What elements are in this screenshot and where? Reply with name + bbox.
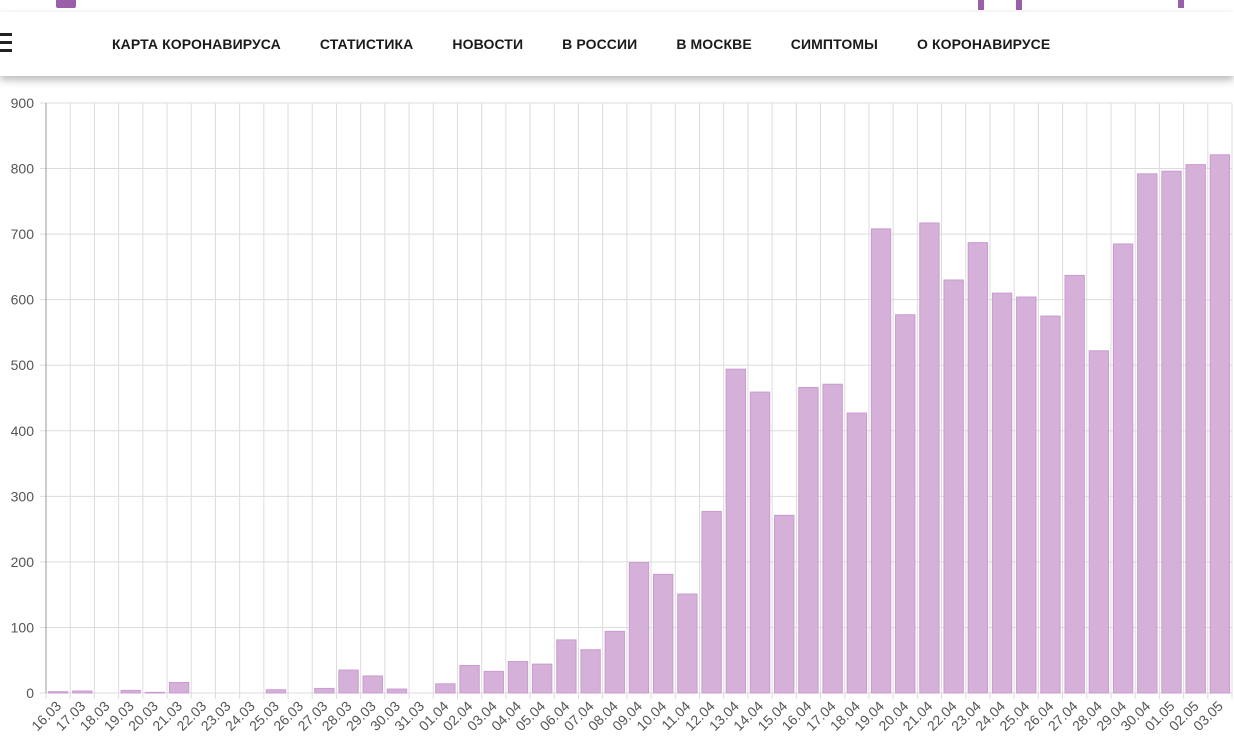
- nav-item-news[interactable]: НОВОСТИ: [452, 36, 524, 52]
- y-tick-label: 700: [11, 226, 35, 242]
- bar-26.04: [1040, 315, 1061, 694]
- bar-30.03: [386, 688, 408, 694]
- y-tick-label: 100: [11, 619, 35, 635]
- bar-21.04: [919, 222, 940, 694]
- bar-chart-svg: 010020030040050060070080090016.0317.0318…: [11, 95, 1233, 734]
- nav-item-statistics[interactable]: СТАТИСТИКА: [319, 36, 414, 52]
- bar-27.03: [314, 687, 335, 694]
- bar-09.04: [628, 562, 650, 694]
- bar-29.04: [1112, 243, 1134, 694]
- y-tick-label: 800: [11, 161, 35, 177]
- bar-11.04: [677, 593, 698, 694]
- bar-22.04: [943, 279, 964, 694]
- bar-25.04: [1016, 296, 1037, 694]
- nav-item-in-moscow[interactable]: В МОСКВЕ: [676, 36, 752, 52]
- bar-03.05: [1209, 154, 1231, 694]
- y-tick-label: 400: [11, 423, 35, 439]
- bar-13.04: [725, 368, 746, 694]
- bar-28.03: [338, 669, 359, 694]
- bar-16.04: [798, 387, 819, 694]
- bar-20.04: [895, 314, 916, 694]
- bar-03.04: [483, 670, 504, 694]
- y-tick-label: 0: [26, 685, 34, 701]
- bar-07.04: [580, 649, 601, 694]
- site-header-fragment: [0, 0, 1234, 14]
- bar-15.04: [774, 514, 795, 694]
- bar-29.03: [362, 675, 383, 694]
- bar-25.03: [265, 689, 287, 694]
- bar-05.04: [532, 663, 553, 694]
- bar-01.04: [435, 683, 456, 694]
- nav-item-about-coronavirus[interactable]: О КОРОНАВИРУСЕ: [916, 36, 1051, 52]
- bar-19.03: [120, 689, 141, 694]
- bar-27.04: [1064, 274, 1085, 694]
- daily-cases-chart: 0 100 200 300 400 500 600 700 800 900 16.03 17.03 18…: [0, 78, 1234, 742]
- bar-17.04: [822, 383, 843, 694]
- bar-12.04: [701, 510, 722, 694]
- bar-17.03: [72, 690, 93, 694]
- y-tick-label: 200: [11, 554, 35, 570]
- bar-24.04: [991, 292, 1013, 694]
- bar-14.04: [749, 391, 771, 694]
- bar-10.04: [653, 573, 674, 694]
- bar-02.05: [1185, 164, 1206, 694]
- bar-04.04: [507, 661, 529, 694]
- hamburger-menu-icon[interactable]: [0, 31, 14, 55]
- bar-18.04: [846, 412, 868, 694]
- brand-title-fragment: [978, 0, 1022, 10]
- nav-items: КАРТА КОРОНАВИРУСА СТАТИСТИКА НОВОСТИ В …: [112, 12, 1089, 76]
- bar-19.04: [870, 228, 892, 694]
- bar-02.04: [459, 664, 480, 694]
- bar-28.04: [1088, 350, 1110, 694]
- y-tick-label: 600: [11, 292, 35, 308]
- y-tick-label: 500: [11, 357, 35, 373]
- bar-30.04: [1137, 173, 1158, 694]
- main-navbar: КАРТА КОРОНАВИРУСА СТАТИСТИКА НОВОСТИ В …: [0, 12, 1234, 76]
- bar-06.04: [556, 639, 577, 694]
- bar-23.04: [967, 242, 989, 694]
- nav-item-symptoms[interactable]: СИМПТОМЫ: [790, 36, 878, 52]
- nav-item-in-russia[interactable]: В РОССИИ: [562, 36, 638, 52]
- bar-01.05: [1161, 170, 1182, 694]
- bar-16.03: [47, 691, 69, 694]
- bar-20.03: [144, 691, 166, 694]
- bar-21.03: [168, 682, 190, 694]
- bar-08.04: [604, 630, 625, 694]
- y-tick-label: 900: [11, 95, 35, 111]
- y-tick-label: 300: [11, 488, 35, 504]
- brand-title-fragment-end: [1164, 0, 1184, 8]
- brand-logo-fragment: [56, 0, 76, 8]
- nav-item-coronavirus-map[interactable]: КАРТА КОРОНАВИРУСА: [112, 36, 281, 52]
